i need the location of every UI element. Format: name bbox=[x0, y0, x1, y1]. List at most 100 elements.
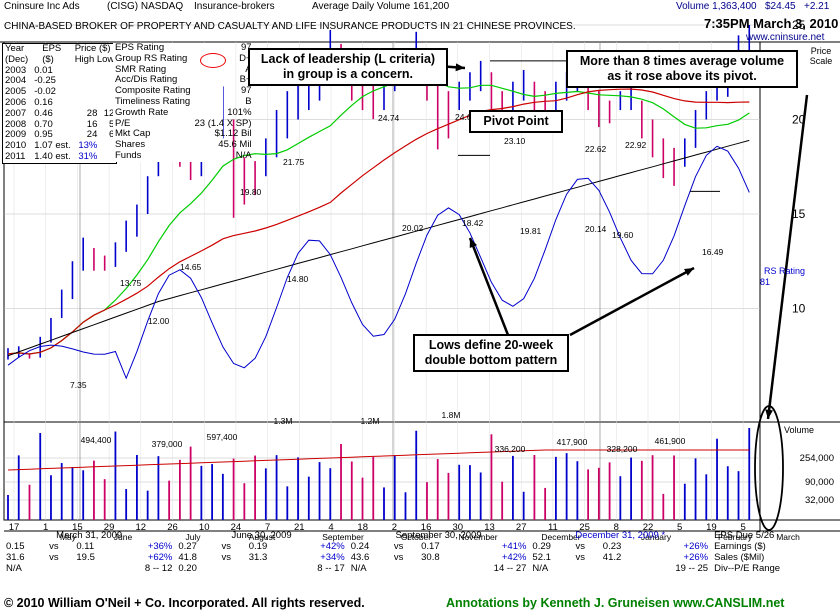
quarter-cell: 19 -- 25 bbox=[675, 563, 709, 574]
quarter-side-label: Sales ($Mil) bbox=[714, 552, 765, 563]
quarter-cell bbox=[73, 563, 116, 574]
rating-row: Mkt Cap $1.12 Bil bbox=[113, 129, 254, 140]
rating-value: N/A bbox=[235, 149, 252, 161]
quarter-cell: 30.8 bbox=[421, 552, 440, 563]
volume-tick-label: 90,000 bbox=[805, 477, 834, 488]
fundamentals-row: 2008 0.70 16 5 bbox=[3, 118, 116, 131]
quarter-cell: 52.1 bbox=[532, 552, 551, 563]
quarter-header: June 30, 2009 bbox=[231, 530, 292, 541]
quarter-cell: 41.8 bbox=[178, 552, 197, 563]
week-label: 30 bbox=[453, 522, 464, 533]
fundamentals-cell: 13% bbox=[78, 140, 98, 152]
quarter-cell: vs bbox=[393, 541, 404, 552]
rating-row: Shares 45.6 Mil bbox=[113, 139, 254, 151]
fundamentals-cell: 16 bbox=[86, 118, 98, 130]
volume-annotation-label: 379,000 bbox=[152, 439, 183, 449]
volume-average-line bbox=[7, 449, 750, 471]
quarter-cell: +41% bbox=[501, 541, 527, 552]
price-annotation-label: 18.42 bbox=[462, 218, 484, 228]
fundamentals-cell: 2006 bbox=[5, 96, 27, 108]
double-bottom-callout: Lows define 20-week double bottom patter… bbox=[413, 334, 569, 372]
rating-value: B+ bbox=[239, 74, 252, 86]
rating-row: EPS Rating 97 bbox=[113, 42, 254, 54]
fundamentals-cell bbox=[73, 87, 100, 98]
rating-row: Acc/Dis Rating B+ bbox=[113, 75, 254, 86]
quarter-cell: 0.24 bbox=[350, 541, 370, 552]
company-website[interactable]: www.cninsure.net bbox=[746, 32, 825, 43]
fundamentals-cell: 0.95 bbox=[34, 129, 53, 141]
rating-value: B bbox=[245, 95, 252, 107]
price-annotation-label: 14.80 bbox=[287, 274, 309, 284]
month-label: October bbox=[401, 532, 431, 542]
chart-grid bbox=[0, 24, 840, 532]
company-name: Cninsure Inc Ads bbox=[4, 1, 80, 12]
quarter-cell: 0.27 bbox=[178, 541, 197, 552]
fundamentals-cell: -0.02 bbox=[34, 86, 56, 98]
month-label: November bbox=[458, 532, 497, 542]
arrow-to-left-low bbox=[468, 237, 510, 336]
price-tick-label: 15 bbox=[792, 207, 806, 221]
fundamentals-cell: 2010 bbox=[5, 140, 27, 152]
quarter-cell: 0.20 bbox=[178, 563, 197, 574]
fundamentals-cell: 12 bbox=[103, 107, 115, 119]
quarter-cell: vs bbox=[221, 552, 231, 563]
quarter-cell: 43.6 bbox=[350, 552, 370, 563]
quarter-cell: +42% bbox=[501, 552, 527, 563]
arrow-to-left-low-head bbox=[469, 238, 477, 248]
month-label: May bbox=[60, 532, 77, 542]
rating-label: Shares bbox=[115, 139, 146, 151]
arrow-leadership-head bbox=[455, 63, 465, 72]
fundamentals-row: 2003 0.01 bbox=[3, 65, 116, 77]
fundamentals-cell: 1.07 est. bbox=[34, 140, 71, 152]
week-label: 21 bbox=[294, 522, 305, 533]
quarter-cell: 14 -- 27 bbox=[493, 563, 527, 574]
week-label: 11 bbox=[548, 522, 558, 533]
week-label: 25 bbox=[579, 522, 590, 533]
quarter-row: 31.6 vs 19.5 +62% 41.8 vs 31.3 +34% 43.6 vs 30.8 +4… bbox=[3, 552, 838, 563]
week-label: 5 bbox=[677, 522, 682, 533]
rating-label: Acc/Dis Rating bbox=[115, 74, 178, 86]
week-label: 16 bbox=[421, 522, 432, 533]
fundamentals-row: 2011 1.40 est. 31% bbox=[3, 150, 116, 163]
quarter-cell bbox=[418, 563, 461, 574]
fundamentals-panel: Year EPS Price ($) (Dec) ($) High Low 20… bbox=[2, 43, 118, 164]
price-annotation-label: 20.14 bbox=[585, 224, 607, 234]
quarter-cell: 8 -- 17 bbox=[317, 563, 345, 574]
week-label: 10 bbox=[199, 522, 210, 533]
week-label: 12 bbox=[136, 522, 147, 533]
price-change: +2.21 bbox=[804, 1, 830, 12]
price-annotation-label: 24.64 bbox=[455, 112, 477, 122]
quarter-cell bbox=[46, 563, 73, 574]
pivot-point-callout: Pivot Point bbox=[469, 110, 563, 133]
volume-annotation-label: 597,400 bbox=[207, 432, 238, 442]
fundamentals-cell: 0.16 bbox=[34, 96, 53, 108]
quarter-cell: vs bbox=[221, 541, 231, 552]
company-description: CHINA-BASED BROKER OF PROPERTY AND CASUA… bbox=[4, 21, 576, 32]
fundamentals-cell bbox=[73, 76, 100, 87]
arrow-to-right-low-head bbox=[684, 268, 694, 276]
quarter-cell bbox=[600, 563, 643, 574]
fundamentals-cell: 0.70 bbox=[34, 118, 53, 130]
quarter-cell: N/A bbox=[6, 563, 22, 574]
volume-annotation-label: 1.3M bbox=[274, 416, 293, 426]
quarter-side-label: Earnings ($) bbox=[714, 541, 766, 552]
price-annotation-label: 19.60 bbox=[612, 230, 634, 240]
quarter-cell: 31.6 bbox=[6, 552, 25, 563]
fundamentals-cell: 2011 bbox=[5, 150, 26, 162]
fundamentals-row: 2006 0.16 bbox=[3, 96, 116, 109]
quarter-cell: +36% bbox=[147, 541, 173, 552]
week-label: 26 bbox=[167, 522, 178, 533]
ma-50-line bbox=[7, 75, 750, 355]
fundamentals-row: 2009 0.95 24 6 bbox=[3, 130, 116, 141]
volume-annotation-label: 494,400 bbox=[81, 435, 112, 445]
fundamentals-row: 2007 0.46 28 12 bbox=[3, 107, 116, 120]
rating-row: P/E 23 (1.4 X SP) bbox=[113, 118, 254, 130]
month-label: February bbox=[718, 532, 753, 542]
arrow-volume bbox=[766, 94, 809, 420]
month-label: September bbox=[322, 532, 364, 542]
week-label: 4 bbox=[328, 522, 333, 533]
fundamentals-cell: 31% bbox=[78, 150, 98, 162]
rating-label: Group RS Rating bbox=[115, 52, 188, 64]
quarter-cell: 0.11 bbox=[76, 541, 95, 552]
rating-row: Group RS Rating D+ bbox=[113, 52, 254, 65]
